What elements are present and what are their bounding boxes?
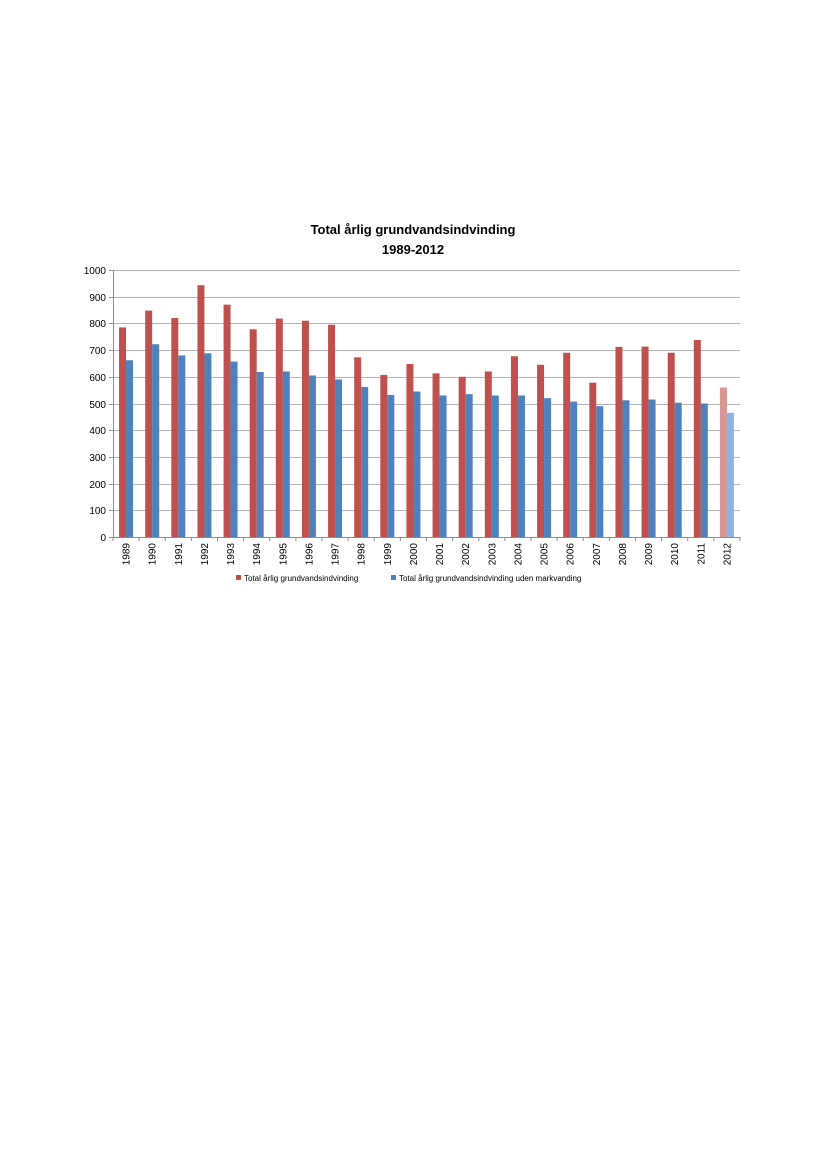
bar-without-irrigation-2004 <box>517 395 525 537</box>
bar-total-2000 <box>406 363 414 537</box>
y-tick-label: 300 <box>89 453 106 464</box>
y-axis-ticks: 0 100 200 300 400 500 600 700 800 900 1000 <box>84 266 113 544</box>
bar-total-2008 <box>615 346 623 537</box>
y-tick-label: 100 <box>89 506 106 517</box>
x-tick-label: 2002 <box>461 543 472 566</box>
x-tick-label: 2008 <box>618 543 629 566</box>
x-tick-label: 1996 <box>304 543 315 566</box>
legend: Total årlig grundvandsindvinding Total år… <box>236 574 581 583</box>
x-tick-label: 2001 <box>435 543 446 566</box>
bar-without-irrigation-1991 <box>178 355 186 537</box>
bar-without-irrigation-1994 <box>256 371 264 537</box>
bar-without-irrigation-1995 <box>282 371 290 537</box>
bar-total-2011 <box>693 339 701 537</box>
x-tick-label: 1998 <box>357 543 368 566</box>
bar-without-irrigation-2000 <box>413 391 421 537</box>
legend-swatch <box>236 575 241 580</box>
bar-without-irrigation-2006 <box>570 401 578 537</box>
x-tick-label: 1991 <box>174 543 185 566</box>
bars <box>119 285 734 537</box>
bar-total-1994 <box>249 329 257 537</box>
x-tick-label: 1999 <box>383 543 394 566</box>
x-tick-label: 2007 <box>592 543 603 566</box>
x-tick-label: 2009 <box>644 543 655 566</box>
bar-total-2001 <box>432 373 440 537</box>
chart-title: Total årlig grundvandsindvinding <box>311 222 516 237</box>
y-tick-label: 1000 <box>84 266 107 277</box>
x-tick-label: 2000 <box>409 543 420 566</box>
x-tick-label: 2004 <box>513 543 524 566</box>
bar-without-irrigation-2012 <box>726 412 734 537</box>
bar-total-2010 <box>667 352 675 537</box>
x-tick-label: 2005 <box>540 543 551 566</box>
x-tick-label: 2012 <box>722 543 733 566</box>
x-tick-label: 2010 <box>670 543 681 566</box>
bar-without-irrigation-1992 <box>204 353 212 537</box>
bar-total-2012 <box>719 387 727 537</box>
bar-without-irrigation-1999 <box>387 394 395 537</box>
bar-total-1998 <box>354 357 362 537</box>
bar-total-2009 <box>641 346 649 537</box>
bar-total-1997 <box>328 324 336 537</box>
gridlines <box>113 270 740 511</box>
bar-without-irrigation-2009 <box>648 399 656 537</box>
x-tick-label: 2006 <box>566 543 577 566</box>
axes <box>113 270 740 538</box>
bar-without-irrigation-2002 <box>465 394 473 537</box>
y-tick-label: 900 <box>89 293 106 304</box>
bar-without-irrigation-2005 <box>544 398 552 537</box>
y-tick-label: 0 <box>100 533 106 544</box>
bar-without-irrigation-1993 <box>230 361 238 537</box>
bar-total-2004 <box>510 356 518 537</box>
y-tick-label: 800 <box>89 319 106 330</box>
chart-subtitle: 1989-2012 <box>382 242 444 257</box>
x-tick-label: 1990 <box>148 543 159 566</box>
bar-total-1993 <box>223 304 231 537</box>
x-axis-ticks: 1989 1990 1991 1992 1993 1994 1995 1996 1997 1998… <box>112 537 741 566</box>
y-tick-label: 600 <box>89 373 106 384</box>
x-tick-label: 1989 <box>122 543 133 566</box>
legend-label: Total årlig grundvandsindvinding uden ma… <box>399 574 581 583</box>
x-tick-label: 1992 <box>200 543 211 566</box>
bar-total-1990 <box>145 310 153 537</box>
bar-without-irrigation-1990 <box>152 344 160 537</box>
bar-total-2007 <box>589 382 597 537</box>
bar-without-irrigation-2008 <box>622 400 630 537</box>
bar-total-1992 <box>197 285 205 537</box>
bar-without-irrigation-2001 <box>439 395 447 537</box>
legend-label: Total årlig grundvandsindvinding <box>244 574 358 583</box>
bar-without-irrigation-2003 <box>491 395 499 537</box>
bar-without-irrigation-1998 <box>361 386 369 537</box>
bar-without-irrigation-2010 <box>674 402 682 537</box>
bar-without-irrigation-2007 <box>596 406 604 537</box>
bar-total-1995 <box>275 318 283 537</box>
bar-total-1991 <box>171 318 179 537</box>
y-tick-label: 400 <box>89 426 106 437</box>
y-tick-label: 200 <box>89 480 106 491</box>
bar-total-2006 <box>563 352 571 537</box>
legend-swatch <box>391 575 396 580</box>
x-tick-label: 1993 <box>226 543 237 566</box>
bar-total-2005 <box>537 364 545 537</box>
bar-total-1996 <box>301 320 309 537</box>
y-tick-label: 500 <box>89 400 106 411</box>
x-tick-label: 1995 <box>278 543 289 566</box>
x-tick-label: 2011 <box>696 543 707 565</box>
bar-without-irrigation-1996 <box>308 375 316 537</box>
bar-total-2002 <box>458 376 466 537</box>
bar-total-1999 <box>380 374 388 537</box>
bar-total-2003 <box>484 371 492 537</box>
x-tick-label: 2003 <box>487 543 498 566</box>
x-tick-label: 1994 <box>252 543 263 566</box>
x-tick-label: 1997 <box>331 543 342 566</box>
bar-without-irrigation-2011 <box>700 403 708 537</box>
bar-without-irrigation-1989 <box>126 360 134 537</box>
bar-without-irrigation-1997 <box>335 379 343 537</box>
bar-total-1989 <box>119 327 127 537</box>
y-tick-label: 700 <box>89 346 106 357</box>
